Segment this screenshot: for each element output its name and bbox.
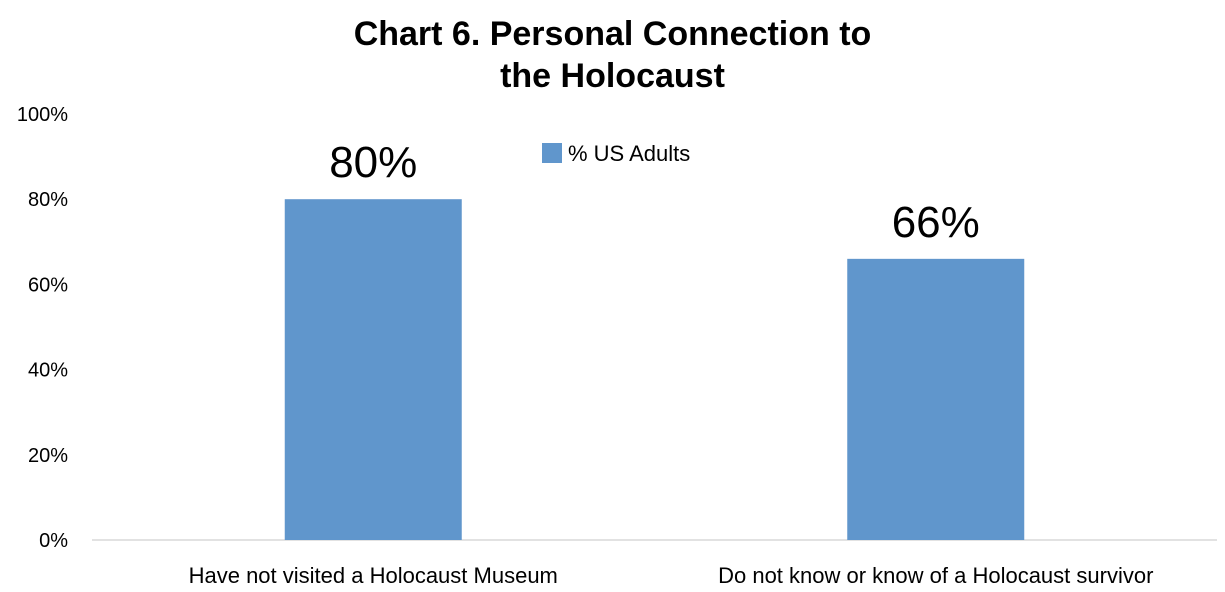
chart-title-line-2: the Holocaust <box>500 57 725 95</box>
bar <box>284 199 462 540</box>
x-tick-label: Have not visited a Holocaust Museum <box>189 563 558 588</box>
y-tick-label: 100% <box>17 104 68 126</box>
y-tick-label: 20% <box>28 445 68 467</box>
data-label: 66% <box>892 198 980 247</box>
y-tick-label: 0% <box>39 530 68 552</box>
x-tick-label: Do not know or know of a Holocaust survi… <box>718 563 1153 588</box>
chart-title-line-1: Chart 6. Personal Connection to <box>353 15 872 53</box>
y-tick-label: 60% <box>28 274 68 296</box>
y-tick-label: 40% <box>28 360 68 382</box>
legend: % US Adults <box>542 141 690 166</box>
legend-label: % US Adults <box>568 141 690 166</box>
y-tick-label: 80% <box>28 189 68 211</box>
data-label: 80% <box>329 138 417 187</box>
legend-swatch <box>542 143 562 163</box>
bar <box>847 258 1025 540</box>
